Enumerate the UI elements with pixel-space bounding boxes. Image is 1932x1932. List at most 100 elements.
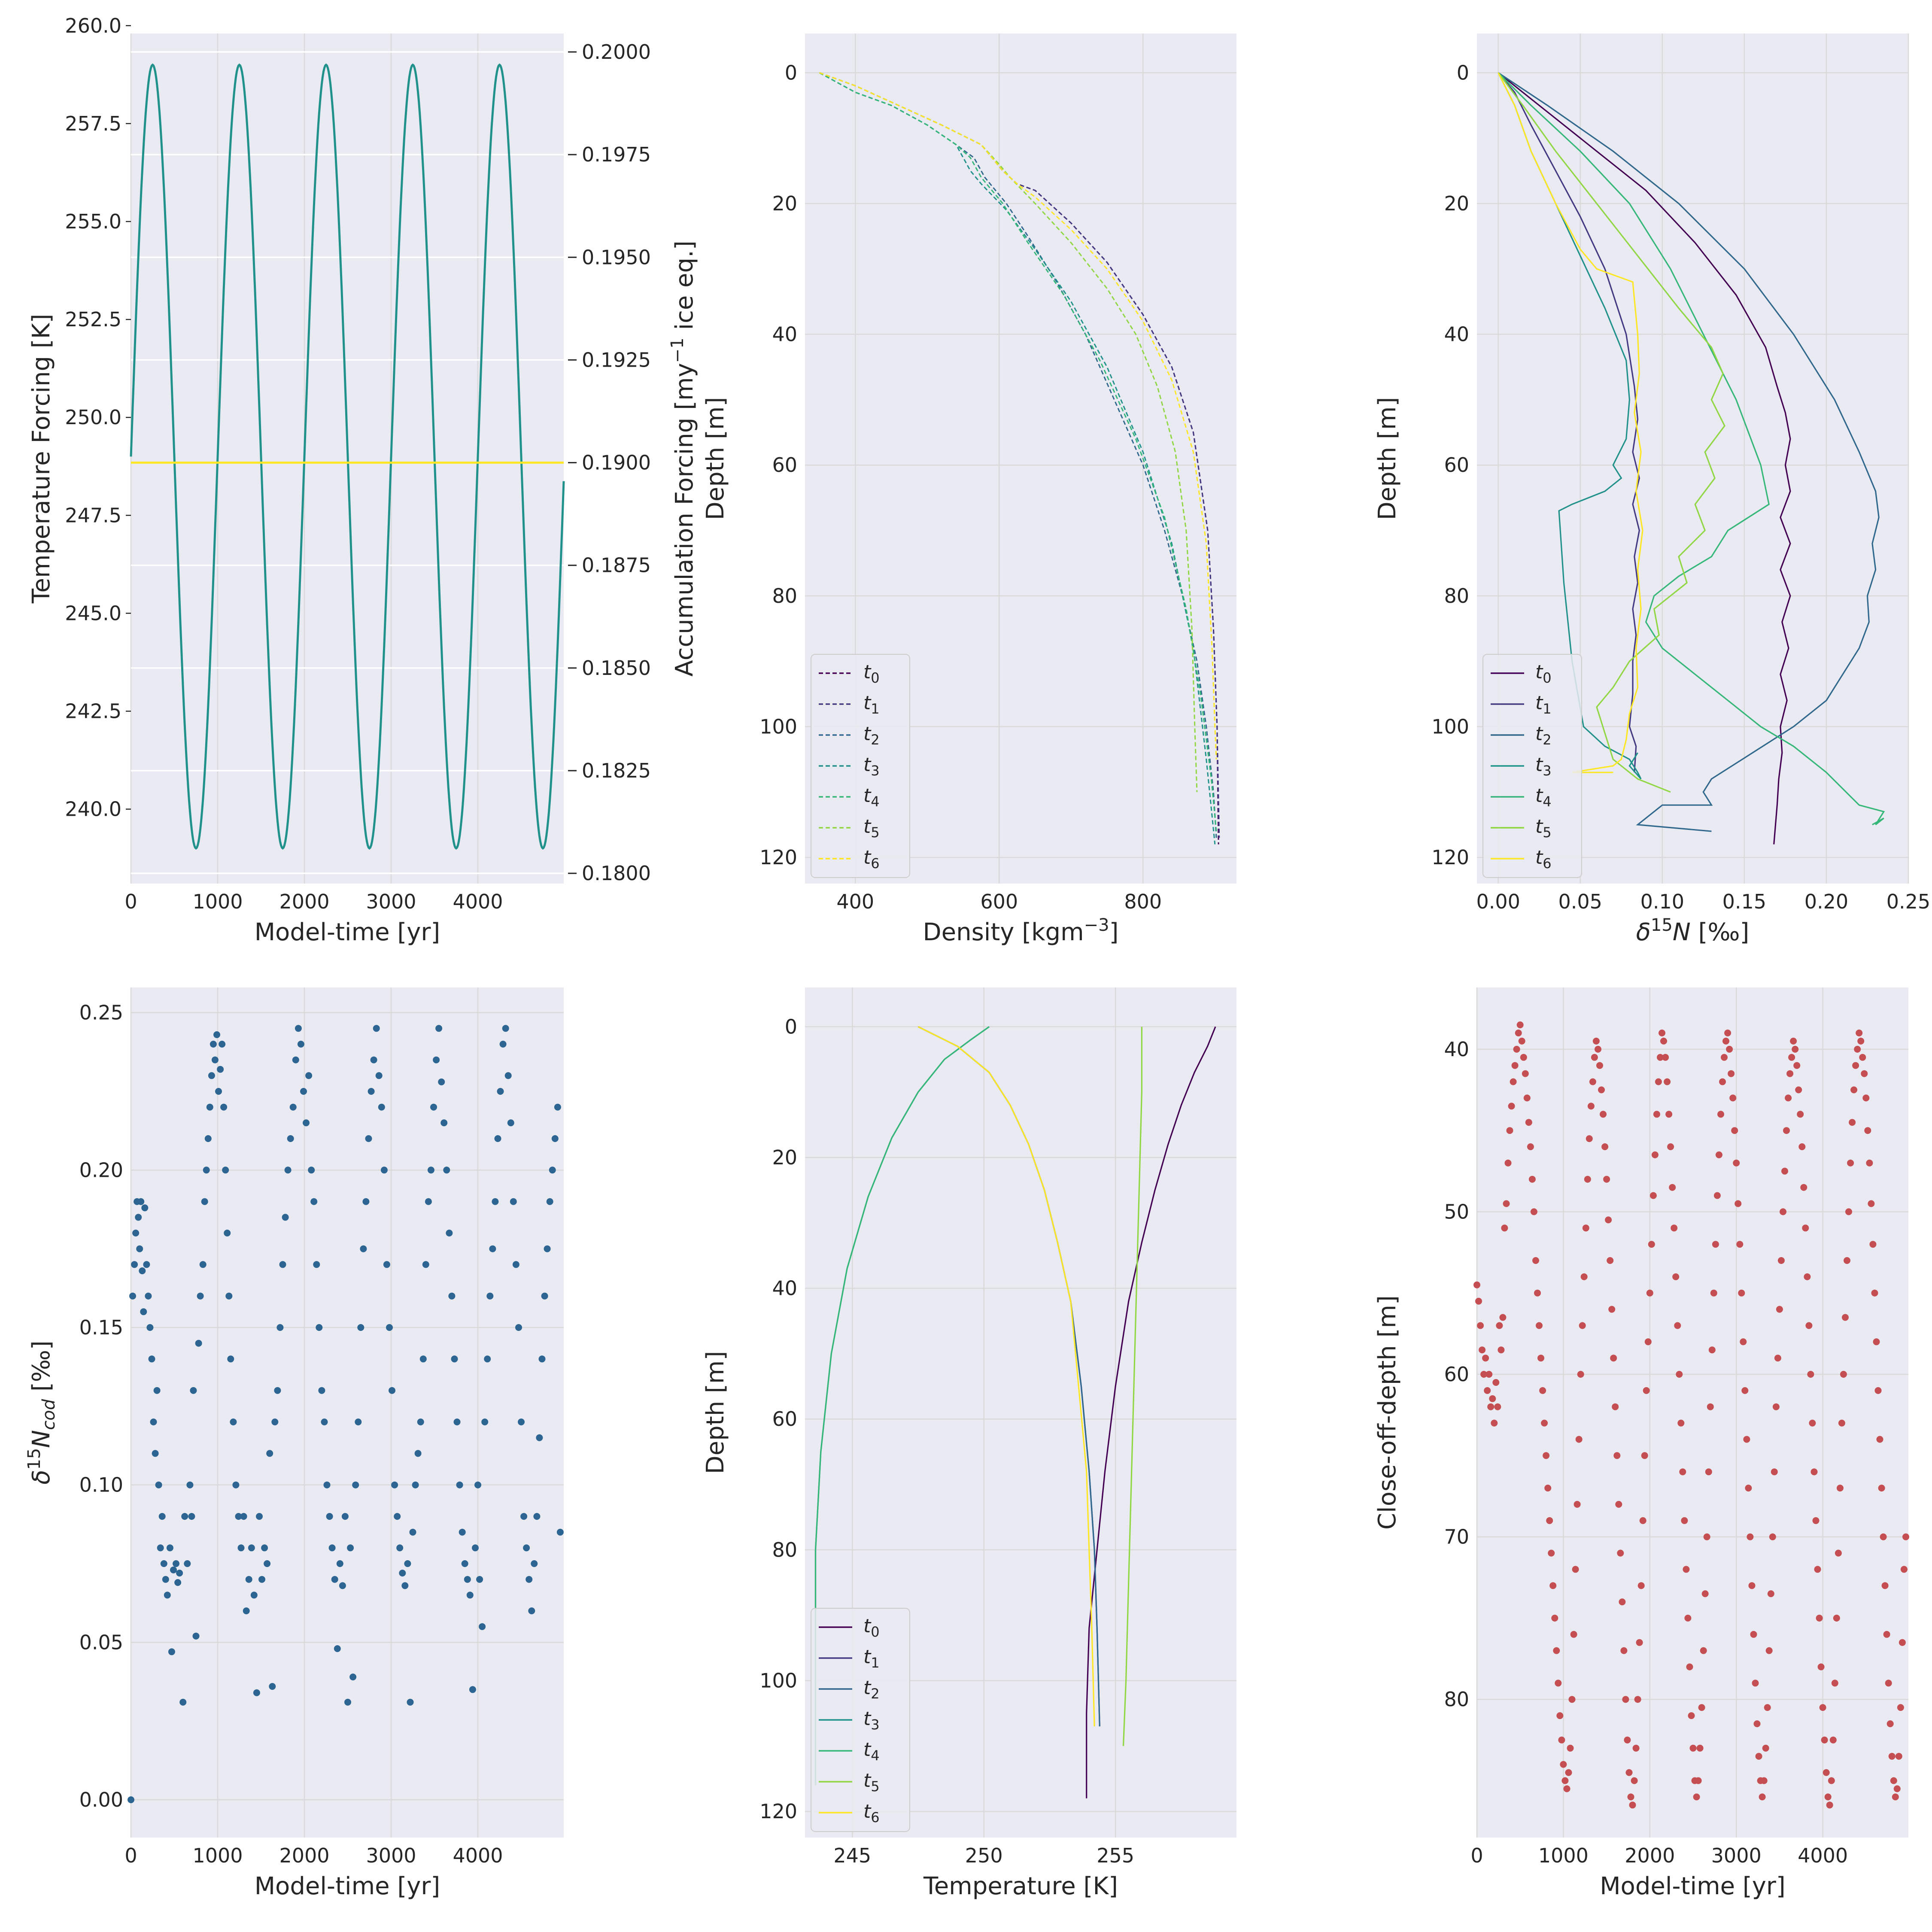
- close_off_depth-plot-area: [1477, 987, 1908, 1838]
- close_off_depth-point: [1802, 1224, 1809, 1232]
- close_off_depth-point: [1681, 1517, 1688, 1524]
- density-y-axis-label: Depth [m]: [702, 397, 729, 520]
- close_off_depth-point: [1475, 1297, 1482, 1305]
- density-ytick-label: 0: [785, 61, 797, 84]
- d15n_cod-point: [386, 1324, 393, 1331]
- d15n_cod-point: [210, 1041, 217, 1048]
- d15n_cod-point: [204, 1135, 212, 1142]
- d15n_profile-xtick-label: 0.00: [1476, 890, 1520, 913]
- temperature-x-axis-label: Temperature [K]: [923, 1872, 1118, 1900]
- d15n_profile-series-t0: [1498, 72, 1791, 844]
- close_off_depth-point: [1707, 1403, 1714, 1410]
- close_off_depth-point: [1558, 1736, 1565, 1744]
- d15n_profile-xtick-label: 0.10: [1640, 890, 1684, 913]
- close_off_depth-point: [1595, 1045, 1601, 1053]
- close_off_depth-point: [1703, 1533, 1710, 1540]
- close_off_depth-point: [1795, 1086, 1802, 1094]
- close_off_depth-point: [1539, 1387, 1546, 1394]
- d15n_cod-point: [303, 1119, 310, 1127]
- d15n_cod-point: [203, 1166, 210, 1174]
- close_off_depth-point: [1473, 1281, 1480, 1288]
- close_off_depth-point: [1530, 1208, 1537, 1215]
- close_off_depth-point: [1780, 1208, 1786, 1215]
- d15n_cod-point: [375, 1072, 383, 1079]
- d15n_cod-point: [261, 1544, 268, 1552]
- close_off_depth-point: [1878, 1485, 1885, 1492]
- close_off_depth-point: [1553, 1647, 1560, 1654]
- d15n_cod-point: [250, 1592, 258, 1599]
- density-xtick-label: 800: [1124, 890, 1162, 913]
- legend-label-t5: t5: [1535, 816, 1552, 841]
- close_off_depth-point: [1828, 1777, 1835, 1784]
- close_off_depth-point: [1840, 1371, 1847, 1378]
- d15n_cod-point: [541, 1292, 548, 1300]
- d15n_cod-point: [383, 1261, 390, 1268]
- close_off_depth-point: [1755, 1753, 1762, 1760]
- density-panel: 400 600 800 0 20 40 60 80 100 120 Density [kgm−3] D…: [702, 33, 1236, 946]
- forcing-ytick-label: 240.0: [65, 798, 122, 821]
- close_off_depth-point: [1648, 1241, 1655, 1248]
- d15n_cod-point: [190, 1387, 197, 1394]
- d15n_cod-point: [256, 1513, 263, 1520]
- d15n_cod-ytick-label: 0.20: [79, 1158, 123, 1182]
- d15n_cod-point: [409, 1528, 416, 1536]
- close_off_depth-point: [1551, 1614, 1558, 1622]
- d15n_cod-point: [173, 1560, 179, 1567]
- close_off_depth-point: [1570, 1631, 1577, 1638]
- close_off_depth-point: [1736, 1241, 1744, 1248]
- close_off_depth-point: [1790, 1037, 1797, 1045]
- d15n_cod-point: [230, 1419, 237, 1425]
- d15n_profile-panel: 0.00 0.05 0.10 0.15 0.20 0.25 0 20 40 60 80 100 120 δ…: [1373, 33, 1930, 946]
- close_off_depth-point: [1897, 1704, 1904, 1711]
- close_off_depth-x-axis-label: Model-time [yr]: [1600, 1872, 1786, 1900]
- close_off_depth-point: [1480, 1371, 1488, 1378]
- close_off_depth-point: [1750, 1631, 1757, 1638]
- d15n_cod-point: [474, 1481, 481, 1488]
- d15n_cod-point: [523, 1544, 530, 1552]
- close_off_depth-point: [1574, 1501, 1581, 1508]
- close_off_depth-point: [1852, 1062, 1859, 1069]
- close_off_depth-point: [1888, 1753, 1896, 1760]
- close_off_depth-point: [1752, 1680, 1759, 1687]
- d15n_cod-point: [195, 1340, 202, 1347]
- legend-label-t4: t4: [863, 785, 880, 810]
- close_off_depth-point: [1717, 1111, 1724, 1118]
- d15n_cod-point: [166, 1544, 173, 1552]
- d15n_cod-point: [235, 1513, 242, 1520]
- legend-label-t4: t4: [1535, 785, 1552, 810]
- close_off_depth-point: [1655, 1078, 1662, 1085]
- legend-label-t6: t6: [863, 1801, 880, 1826]
- forcing-ytick-label: 245.0: [65, 601, 122, 625]
- d15n_cod-point: [476, 1576, 483, 1583]
- forcing-x-axis-label: Model-time [yr]: [255, 918, 440, 946]
- close_off_depth-point: [1677, 1419, 1685, 1427]
- d15n_cod-point: [370, 1056, 377, 1063]
- forcing-y2-axis-label: Accumulation Forcing [my−1 ice eq.]: [668, 240, 699, 676]
- d15n_cod-point: [412, 1481, 419, 1488]
- close_off_depth-point: [1653, 1111, 1660, 1118]
- d15n_cod-point: [158, 1513, 166, 1520]
- d15n_cod-point: [504, 1072, 512, 1079]
- d15n_profile-series-t6: [1498, 72, 1643, 773]
- density-series-t4: [819, 72, 1217, 832]
- close_off_depth-point: [1489, 1395, 1496, 1402]
- close_off_depth-point: [1771, 1468, 1778, 1476]
- forcing-ytick-label: 257.5: [65, 112, 122, 135]
- d15n_cod-point: [308, 1166, 315, 1174]
- close_off_depth-point: [1575, 1436, 1583, 1443]
- close_off_depth-point: [1798, 1143, 1806, 1150]
- d15n_cod-point: [227, 1355, 234, 1363]
- close_off_depth-point: [1518, 1037, 1525, 1045]
- d15n_cod-point: [295, 1025, 302, 1032]
- close_off_depth-point: [1759, 1793, 1766, 1801]
- close_off_depth-point: [1528, 1176, 1536, 1183]
- d15n_profile-ytick-label: 120: [1431, 846, 1469, 869]
- d15n_cod-point: [168, 1648, 175, 1656]
- close_off_depth-point: [1579, 1322, 1586, 1329]
- close_off_depth-point: [1634, 1696, 1641, 1703]
- d15n_profile-xtick-label: 0.05: [1558, 890, 1602, 913]
- d15n_cod-point: [153, 1387, 161, 1394]
- close_off_depth-point: [1612, 1403, 1619, 1410]
- close_off_depth-point: [1651, 1151, 1659, 1158]
- close_off_depth-point: [1838, 1419, 1845, 1427]
